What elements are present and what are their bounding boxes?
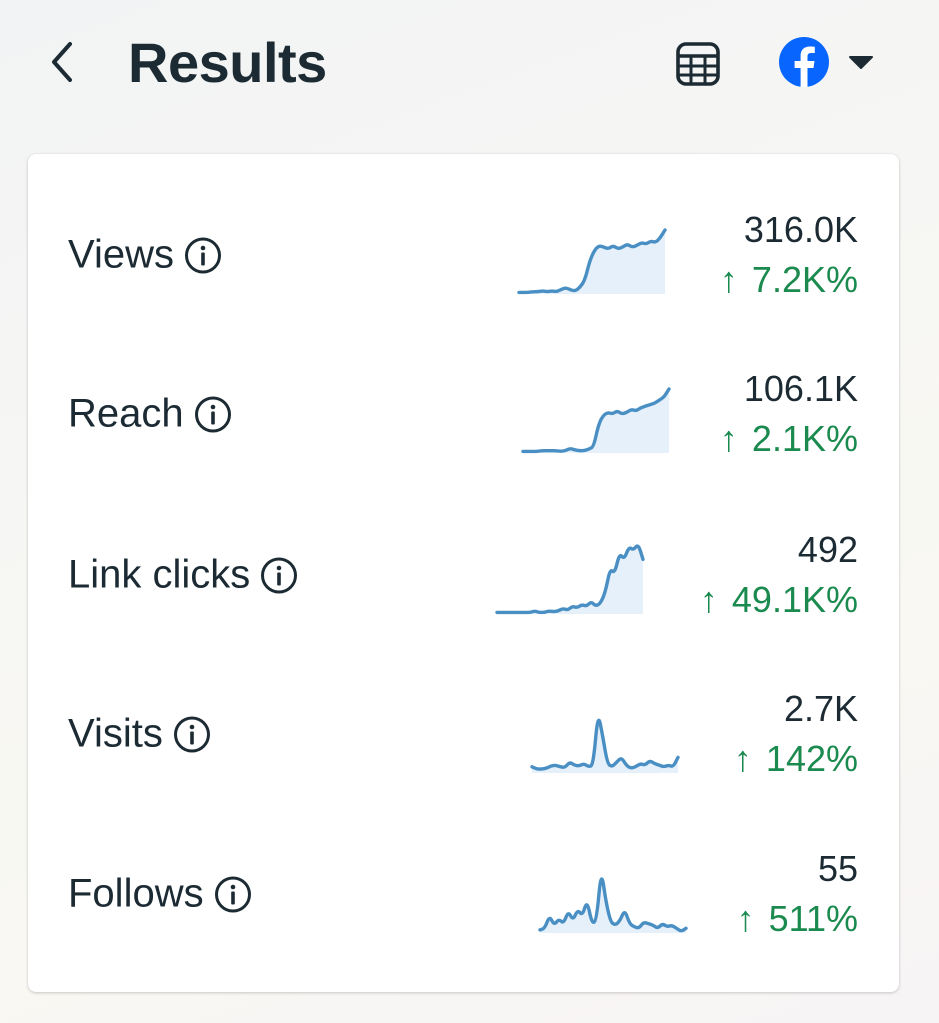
up-arrow-icon: ↑ xyxy=(719,259,738,300)
metric-label: Follows xyxy=(68,872,252,917)
caret-down-icon xyxy=(849,56,873,69)
metric-row-reach[interactable]: Reach 106.1K ↑ 2.1K% xyxy=(28,339,899,489)
metric-change-value: 7.2K% xyxy=(751,259,858,300)
metric-change-value: 142% xyxy=(765,738,858,779)
reach-sparkline xyxy=(521,387,671,454)
metric-label-text: Follows xyxy=(68,871,204,916)
sparkline-area xyxy=(497,546,643,614)
up-arrow-icon: ↑ xyxy=(699,579,718,620)
metric-change: ↑ 49.1K% xyxy=(700,575,858,625)
metric-change-value: 49.1K% xyxy=(731,579,858,620)
metric-values: 106.1K ↑ 2.1K% xyxy=(720,364,858,464)
sparkline-area xyxy=(519,230,665,294)
metric-label: Visits xyxy=(68,712,211,757)
metric-change: ↑ 142% xyxy=(734,734,858,784)
metric-label: Reach xyxy=(68,392,232,437)
metric-values: 2.7K ↑ 142% xyxy=(734,684,858,784)
info-icon[interactable] xyxy=(214,875,252,913)
metric-change-value: 2.1K% xyxy=(751,418,858,459)
export-table-button[interactable] xyxy=(670,38,726,90)
metric-label-text: Reach xyxy=(68,391,184,436)
metric-values: 55 ↑ 511% xyxy=(737,844,858,944)
sparkline-line xyxy=(495,544,645,615)
metric-label-text: Visits xyxy=(68,711,163,756)
page-title: Results xyxy=(128,31,327,94)
metric-label: Link clicks xyxy=(68,553,298,598)
chevron-left-icon xyxy=(52,42,72,82)
metric-change: ↑ 7.2K% xyxy=(720,255,858,305)
sparkline-area xyxy=(540,879,686,933)
table-icon xyxy=(676,42,720,86)
metric-row-follows[interactable]: Follows 55 ↑ 511% xyxy=(28,819,899,969)
metric-label-text: Views xyxy=(68,232,174,277)
metric-change: ↑ 511% xyxy=(737,894,858,944)
sparkline-line xyxy=(538,877,688,933)
views-sparkline xyxy=(517,228,667,295)
metric-row-views[interactable]: Views 316.0K ↑ 7.2K% xyxy=(28,180,899,330)
info-icon[interactable] xyxy=(184,236,222,274)
link-clicks-sparkline xyxy=(495,544,645,615)
metric-row-visits[interactable]: Visits 2.7K ↑ 142% xyxy=(28,659,899,809)
metric-values: 316.0K ↑ 7.2K% xyxy=(720,205,858,305)
metric-value: 316.0K xyxy=(743,209,858,250)
back-button[interactable] xyxy=(40,38,84,86)
metric-change-value: 511% xyxy=(768,898,858,939)
info-icon[interactable] xyxy=(173,715,211,753)
info-icon[interactable] xyxy=(194,395,232,433)
metric-change: ↑ 2.1K% xyxy=(720,414,858,464)
sparkline-line xyxy=(521,387,671,454)
header: Results xyxy=(0,0,939,130)
metric-value: 492 xyxy=(797,529,858,570)
up-arrow-icon: ↑ xyxy=(733,738,752,779)
results-card: Views 316.0K ↑ 7.2K% Reach 106.1K ↑ 2.1K% xyxy=(28,154,899,992)
visits-sparkline xyxy=(530,718,680,773)
metric-values: 492 ↑ 49.1K% xyxy=(700,525,858,625)
metric-value: 55 xyxy=(817,848,858,889)
metric-label: Views xyxy=(68,233,222,278)
metric-value: 106.1K xyxy=(743,368,858,409)
sparkline-line xyxy=(530,718,680,771)
info-icon[interactable] xyxy=(260,556,298,594)
sparkline-area xyxy=(523,389,669,453)
metric-label-text: Link clicks xyxy=(68,552,251,597)
up-arrow-icon: ↑ xyxy=(736,898,755,939)
facebook-icon xyxy=(779,37,829,87)
metric-row-link-clicks[interactable]: Link clicks 492 ↑ 49.1K% xyxy=(28,500,899,650)
sparkline-line xyxy=(517,228,667,295)
metric-value: 2.7K xyxy=(783,688,858,729)
follows-sparkline xyxy=(538,877,688,933)
account-switcher[interactable] xyxy=(778,34,878,90)
up-arrow-icon: ↑ xyxy=(719,418,738,459)
